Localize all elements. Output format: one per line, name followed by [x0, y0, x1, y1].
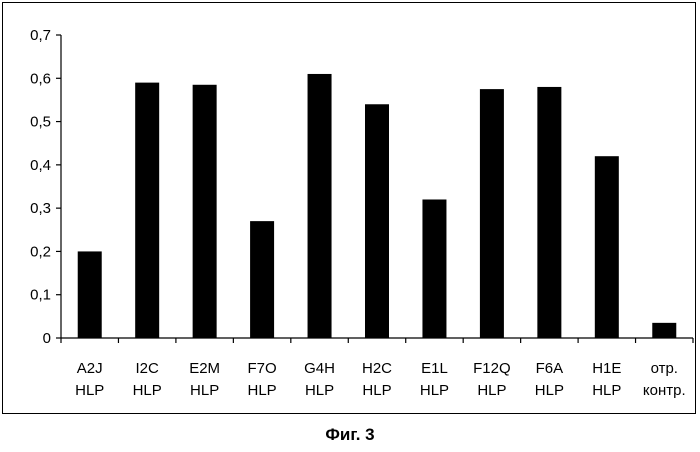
bar — [652, 323, 676, 338]
bar-chart: 0 0,1 0,2 0,3 0,4 0,5 0,6 0,7 A2J HLP I2C HLP E2M HL… — [3, 3, 697, 415]
bar — [135, 83, 159, 338]
x-category-label: F7O — [247, 360, 276, 377]
bar — [308, 74, 332, 338]
x-category-label: G4H — [304, 360, 335, 377]
bar — [250, 221, 274, 338]
y-tick-label: 0,4 — [30, 157, 51, 174]
bar — [422, 199, 446, 338]
x-category-label: HLP — [190, 382, 219, 399]
bar — [78, 251, 102, 338]
x-category-label: A2J — [77, 360, 103, 377]
x-category-label: отр. — [651, 360, 678, 377]
x-category-label: HLP — [362, 382, 391, 399]
y-tick-label: 0,1 — [30, 287, 51, 304]
y-tick-labels: 0 0,1 0,2 0,3 0,4 0,5 0,6 0,7 — [30, 27, 51, 347]
x-category-label: E1L — [421, 360, 448, 377]
y-tick-label: 0 — [43, 330, 51, 347]
y-tick-label: 0,6 — [30, 70, 51, 87]
bar — [595, 156, 619, 338]
x-category-label: H1E — [592, 360, 621, 377]
x-category-label: HLP — [477, 382, 506, 399]
x-category-label: HLP — [420, 382, 449, 399]
x-category-label: контр. — [643, 382, 686, 399]
x-category-label: F12Q — [473, 360, 511, 377]
bar — [365, 104, 389, 338]
x-category-label: H2C — [362, 360, 392, 377]
bar — [537, 87, 561, 338]
x-category-label: F6A — [536, 360, 564, 377]
chart-frame: 0 0,1 0,2 0,3 0,4 0,5 0,6 0,7 A2J HLP I2C HLP E2M HL… — [2, 2, 696, 414]
bar — [193, 85, 217, 338]
figure-caption: Фиг. 3 — [0, 425, 700, 445]
y-tick-label: 0,3 — [30, 200, 51, 217]
bar — [480, 89, 504, 338]
chart-bars — [78, 74, 677, 338]
x-tick-labels: A2J HLP I2C HLP E2M HLP F7O HLP G4H HLP H2C HLP E1L H… — [75, 360, 686, 399]
x-category-label: I2C — [136, 360, 160, 377]
x-category-label: HLP — [535, 382, 564, 399]
y-tick-label: 0,2 — [30, 243, 51, 260]
x-category-label: HLP — [133, 382, 162, 399]
x-category-label: E2M — [189, 360, 220, 377]
x-category-label: HLP — [592, 382, 621, 399]
x-category-label: HLP — [305, 382, 334, 399]
y-tick-label: 0,7 — [30, 27, 51, 44]
x-category-label: HLP — [247, 382, 276, 399]
y-tick-label: 0,5 — [30, 114, 51, 131]
x-category-label: HLP — [75, 382, 104, 399]
